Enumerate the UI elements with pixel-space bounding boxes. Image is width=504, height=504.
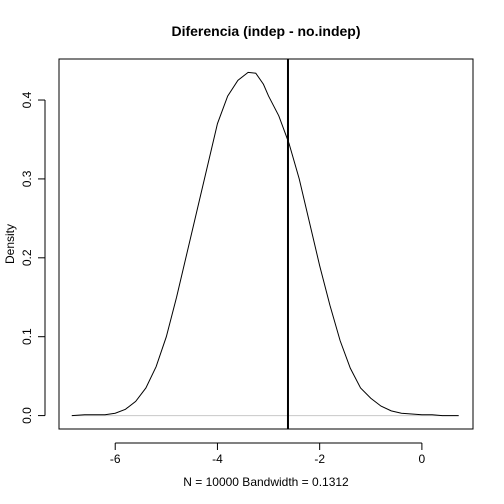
y-axis: 0.0 0.1 0.2 0.3 0.4 [20, 91, 45, 424]
density-curve [72, 72, 459, 415]
x-axis-label: N = 10000 Bandwidth = 0.1312 [183, 475, 349, 489]
x-axis: -6 -4 -2 0 [110, 443, 426, 466]
y-tick-label: 0.1 [20, 328, 34, 345]
plot-frame [59, 59, 473, 429]
x-tick-label: 0 [419, 452, 426, 466]
y-tick-label: 0.3 [20, 170, 34, 187]
x-tick-label: -4 [212, 452, 223, 466]
chart-title: Diferencia (indep - no.indep) [171, 23, 360, 39]
y-tick-label: 0.2 [20, 249, 34, 266]
x-tick-label: -6 [110, 452, 121, 466]
y-tick-label: 0.0 [20, 407, 34, 424]
x-tick-label: -2 [314, 452, 325, 466]
y-axis-label: Density [3, 224, 17, 264]
y-tick-label: 0.4 [20, 91, 34, 108]
